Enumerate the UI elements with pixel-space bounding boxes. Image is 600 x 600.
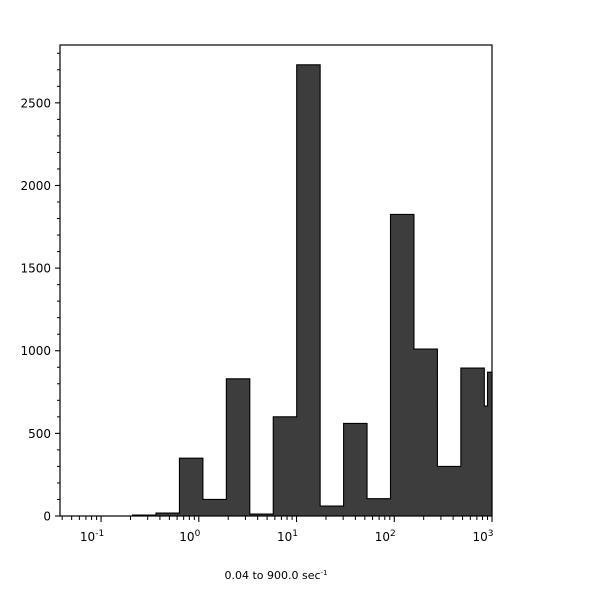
x-tick-label: 100 [179, 529, 200, 544]
y-tick-label: 0 [43, 510, 51, 524]
x-tick-label: 103 [472, 529, 493, 544]
y-tick-label: 2500 [20, 96, 51, 110]
y-axis-ticks: 0 500 1000 1500 2000 2500 [20, 52, 60, 524]
x-axis-title-text: 0.04 to 900.0 sec [224, 569, 320, 582]
histogram-outline [62, 64, 493, 517]
x-axis-ticks: 10-1 100 101 102 103 [61, 516, 494, 544]
y-tick-label: 2000 [20, 179, 51, 193]
x-tick-label: 10-1 [80, 529, 104, 544]
y-tick-label: 1000 [20, 344, 51, 358]
y-tick-label: 500 [28, 427, 51, 441]
y-tick-label: 1500 [20, 262, 51, 276]
x-axis-title-superscript: -1 [321, 569, 328, 577]
svg-text:0.04 to 900.0 sec-1: 0.04 to 900.0 sec-1 [224, 569, 327, 582]
x-tick-label: 102 [375, 529, 396, 544]
x-tick-label: 101 [277, 529, 298, 544]
axes-frame [59, 44, 493, 517]
histogram-bars [62, 64, 493, 517]
x-axis-title: 0.04 to 900.0 sec-1 [224, 569, 327, 582]
